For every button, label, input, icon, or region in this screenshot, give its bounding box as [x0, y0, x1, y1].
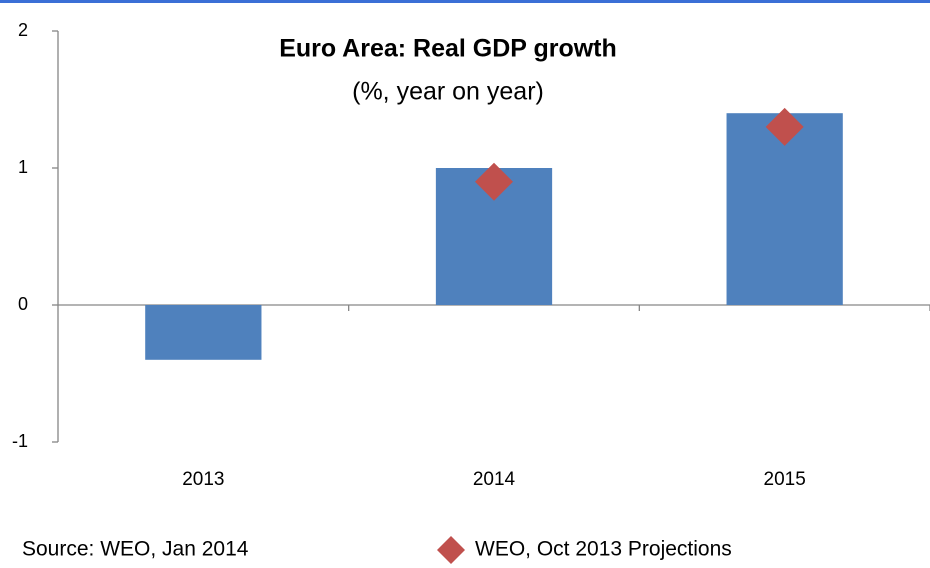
source-note: Source: WEO, Jan 2014: [22, 538, 249, 561]
frame-edge: [0, 0, 930, 3]
projection-marker: [475, 162, 513, 201]
x-tick-label: 2015: [764, 469, 806, 490]
chart-title: Euro Area: Real GDP growth: [279, 35, 617, 63]
legend-marker: [437, 536, 465, 564]
y-tick-label: 2: [18, 20, 28, 40]
chart-subtitle: (%, year on year): [352, 78, 544, 106]
x-tick-label: 2013: [182, 469, 224, 490]
projection-marker: [765, 107, 804, 146]
y-tick-label: 1: [18, 157, 28, 177]
legend-label: WEO, Oct 2013 Projections: [475, 538, 732, 561]
x-tick-label: 2014: [473, 469, 516, 490]
bar: [145, 305, 262, 360]
y-tick-label: 0: [18, 294, 28, 314]
y-tick-label: -1: [12, 431, 28, 451]
